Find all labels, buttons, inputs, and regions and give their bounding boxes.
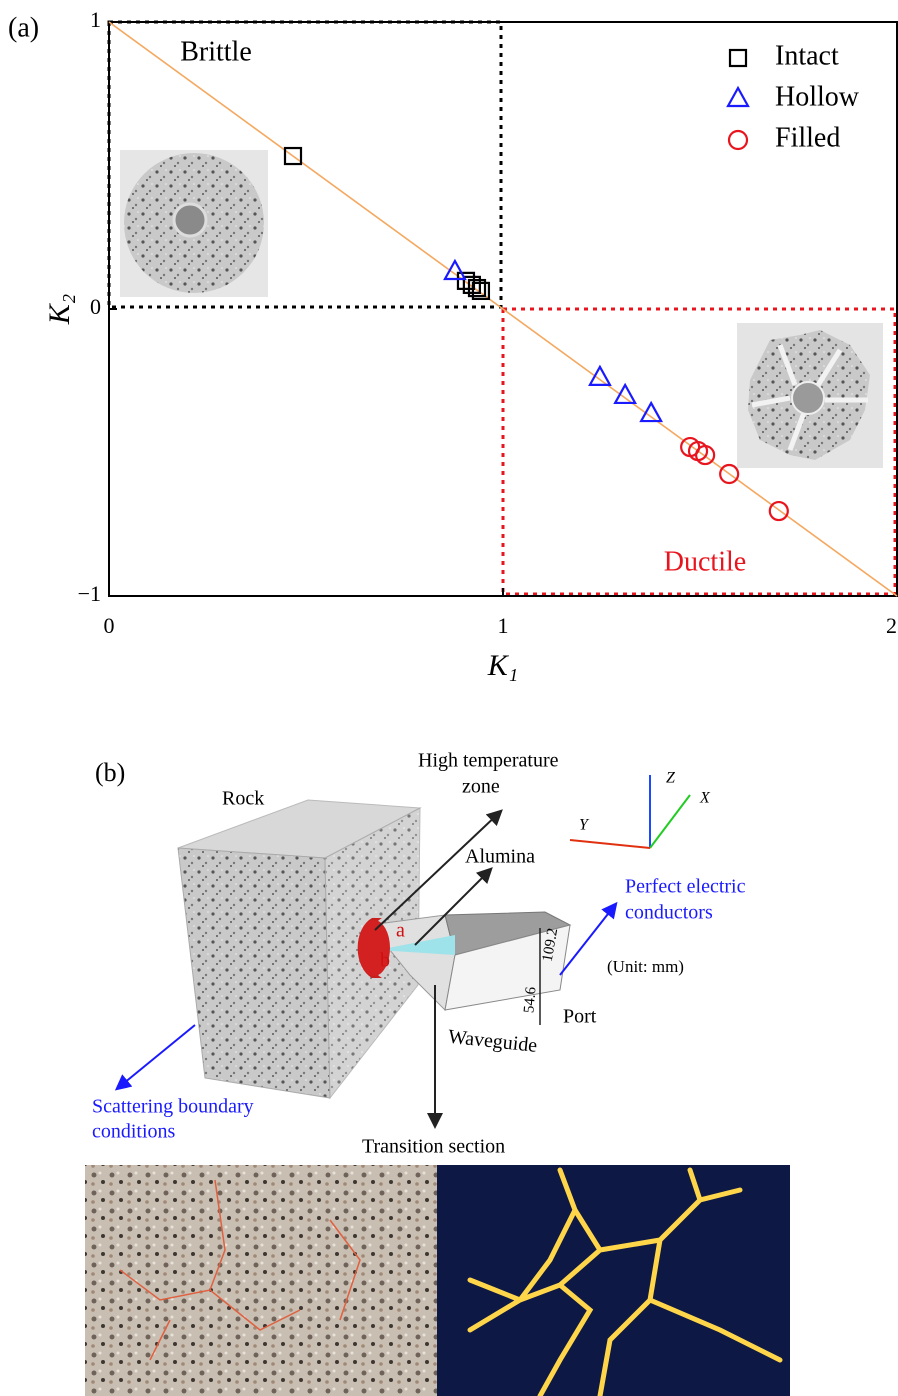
x-tick-label: 0 bbox=[104, 613, 115, 638]
marker-triangle bbox=[445, 261, 465, 279]
pec-label: conductors bbox=[625, 902, 713, 924]
panel-label: (a) bbox=[8, 12, 39, 43]
x-axis-label: K₁ bbox=[487, 649, 518, 682]
pec-label: Perfect electric bbox=[625, 876, 746, 898]
marker-circle bbox=[729, 131, 747, 149]
region-label: Brittle bbox=[180, 36, 252, 67]
marker-triangle bbox=[615, 385, 635, 403]
port-label: Port bbox=[563, 1006, 597, 1028]
y-tick-label: 0 bbox=[90, 294, 101, 319]
panel-b: (b) Rock High temperature zone Alumina P… bbox=[85, 750, 790, 1396]
high-temperature-label: High temperature bbox=[418, 750, 559, 772]
axis-label: X bbox=[699, 790, 711, 807]
waveguide-label: Waveguide bbox=[447, 1026, 538, 1057]
axis-label: Y bbox=[579, 817, 590, 834]
y-axis-label: K₂ bbox=[43, 294, 76, 325]
unit-label: (Unit: mm) bbox=[607, 957, 684, 976]
legend-label: Hollow bbox=[775, 81, 860, 112]
rock-label: Rock bbox=[222, 788, 264, 810]
legend-label: Filled bbox=[775, 122, 840, 153]
photo-cracks bbox=[437, 1165, 790, 1396]
inset-intact bbox=[120, 150, 268, 297]
marker-triangle bbox=[590, 367, 610, 385]
axis-label: Z bbox=[666, 770, 676, 787]
figure: (a) BrittleDuctile012−101K₁K₂IntactHollo… bbox=[0, 0, 898, 1396]
marker-triangle bbox=[728, 88, 748, 106]
transition-label: Transition section bbox=[362, 1136, 505, 1158]
high-temperature-label: zone bbox=[462, 776, 500, 798]
x-tick-label: 1 bbox=[498, 613, 509, 638]
marker-circle bbox=[770, 502, 788, 520]
point-label: a bbox=[396, 920, 405, 942]
panel-label: (b) bbox=[95, 758, 125, 787]
y-tick-label: −1 bbox=[78, 581, 101, 606]
photo-granite bbox=[85, 1165, 437, 1396]
alumina-label: Alumina bbox=[465, 846, 535, 868]
scattering-label: Scattering boundary bbox=[92, 1096, 254, 1118]
marker-square bbox=[730, 50, 746, 66]
scattering-label: conditions bbox=[92, 1121, 176, 1143]
dimension-label: 54.6 bbox=[521, 986, 539, 1014]
region-label: Ductile bbox=[664, 546, 746, 577]
x-tick-label: 2 bbox=[886, 613, 897, 638]
legend-label: Intact bbox=[775, 40, 839, 71]
point-label: b bbox=[380, 950, 390, 972]
y-tick-label: 1 bbox=[90, 7, 101, 32]
inset-filled bbox=[737, 323, 883, 468]
